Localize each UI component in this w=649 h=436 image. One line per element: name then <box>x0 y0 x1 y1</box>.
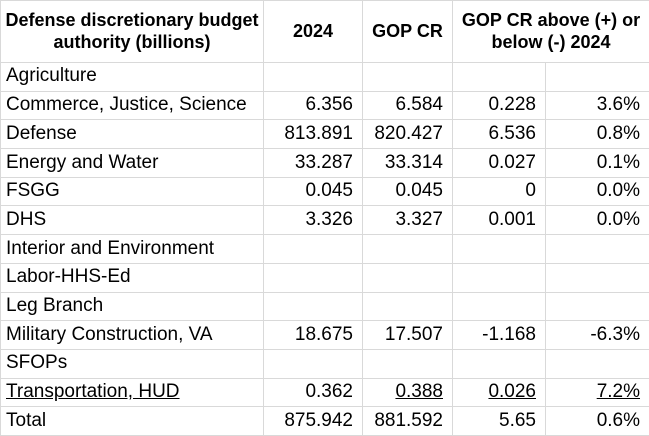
cell-label: Military Construction, VA <box>0 320 264 350</box>
header-cell-diff-group: GOP CR above (+) or below (-) 2024 <box>452 0 649 63</box>
header-cell-gop-cr: GOP CR <box>362 0 453 63</box>
table-row-transportation-hud: Transportation, HUD 0.362 0.388 0.026 7.… <box>0 377 649 408</box>
cell-label: Transportation, HUD <box>0 377 264 408</box>
cell-diff: 0 <box>452 176 546 207</box>
table-row-agriculture: Agriculture <box>0 62 649 92</box>
cell-2024: 0.045 <box>263 176 363 207</box>
cell-diff: 0.228 <box>452 90 546 121</box>
cell-pct: 7.2% <box>545 377 649 408</box>
cell-2024: 18.675 <box>263 320 363 350</box>
table-row-defense: Defense 813.891 820.427 6.536 0.8% <box>0 119 649 150</box>
cell-pct <box>545 348 649 379</box>
cell-2024: 875.942 <box>263 406 363 436</box>
cell-pct: 0.6% <box>545 406 649 436</box>
cell-label: FSGG <box>0 176 264 207</box>
cell-label: Leg Branch <box>0 291 264 322</box>
cell-pct <box>545 291 649 322</box>
cell-2024 <box>263 62 363 92</box>
cell-gop-cr <box>362 62 453 92</box>
cell-gop-cr <box>362 234 453 264</box>
cell-2024: 0.362 <box>263 377 363 408</box>
cell-diff <box>452 348 546 379</box>
cell-pct <box>545 262 649 293</box>
cell-gop-cr: 17.507 <box>362 320 453 350</box>
cell-2024: 33.287 <box>263 148 363 178</box>
cell-label: Energy and Water <box>0 148 264 178</box>
cell-gop-cr: 0.388 <box>362 377 453 408</box>
cell-diff: 0.026 <box>452 377 546 408</box>
table-row-labor-hhs-ed: Labor-HHS-Ed <box>0 262 649 293</box>
cell-label: Defense <box>0 119 264 150</box>
cell-2024 <box>263 348 363 379</box>
cell-diff <box>452 62 546 92</box>
cell-pct: -6.3% <box>545 320 649 350</box>
cell-gop-cr: 6.584 <box>362 90 453 121</box>
cell-gop-cr: 820.427 <box>362 119 453 150</box>
cell-pct: 3.6% <box>545 90 649 121</box>
table-row-total: Total 875.942 881.592 5.65 0.6% <box>0 406 649 436</box>
cell-label: Labor-HHS-Ed <box>0 262 264 293</box>
table-row-fsgg: FSGG 0.045 0.045 0 0.0% <box>0 176 649 207</box>
cell-gop-cr <box>362 348 453 379</box>
cell-pct <box>545 62 649 92</box>
cell-label: Interior and Environment <box>0 234 264 264</box>
cell-label: DHS <box>0 205 264 236</box>
cell-label: Commerce, Justice, Science <box>0 90 264 121</box>
table-row-leg-branch: Leg Branch <box>0 291 649 322</box>
table-row-dhs: DHS 3.326 3.327 0.001 0.0% <box>0 205 649 236</box>
cell-2024: 3.326 <box>263 205 363 236</box>
cell-gop-cr <box>362 291 453 322</box>
cell-2024 <box>263 291 363 322</box>
cell-diff: 0.001 <box>452 205 546 236</box>
cell-2024 <box>263 262 363 293</box>
cell-pct: 0.0% <box>545 176 649 207</box>
table-row-military-construction-va: Military Construction, VA 18.675 17.507 … <box>0 320 649 350</box>
cell-diff <box>452 262 546 293</box>
header-cell-title: Defense discretionary budget authority (… <box>0 0 264 63</box>
table-row-interior-and-environment: Interior and Environment <box>0 234 649 264</box>
cell-gop-cr: 0.045 <box>362 176 453 207</box>
cell-label: Agriculture <box>0 62 264 92</box>
cell-gop-cr: 33.314 <box>362 148 453 178</box>
cell-label: Total <box>0 406 264 436</box>
cell-pct <box>545 234 649 264</box>
table-row-commerce-justice-science: Commerce, Justice, Science 6.356 6.584 0… <box>0 90 649 121</box>
header-row: Defense discretionary budget authority (… <box>0 0 649 63</box>
cell-2024: 813.891 <box>263 119 363 150</box>
table-row-energy-and-water: Energy and Water 33.287 33.314 0.027 0.1… <box>0 148 649 178</box>
cell-pct: 0.8% <box>545 119 649 150</box>
cell-diff <box>452 291 546 322</box>
table-row-sfops: SFOPs <box>0 348 649 379</box>
cell-diff: 5.65 <box>452 406 546 436</box>
header-cell-2024: 2024 <box>263 0 363 63</box>
cell-diff: 6.536 <box>452 119 546 150</box>
cell-pct: 0.0% <box>545 205 649 236</box>
cell-diff: -1.168 <box>452 320 546 350</box>
cell-diff <box>452 234 546 264</box>
cell-pct: 0.1% <box>545 148 649 178</box>
cell-diff: 0.027 <box>452 148 546 178</box>
cell-gop-cr: 881.592 <box>362 406 453 436</box>
cell-gop-cr <box>362 262 453 293</box>
cell-label: SFOPs <box>0 348 264 379</box>
cell-2024 <box>263 234 363 264</box>
cell-gop-cr: 3.327 <box>362 205 453 236</box>
cell-2024: 6.356 <box>263 90 363 121</box>
